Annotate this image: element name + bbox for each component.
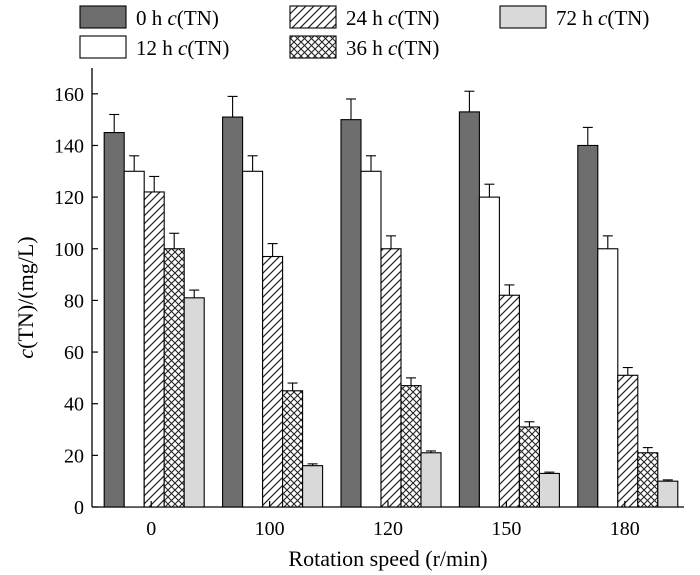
bar <box>262 255 284 508</box>
y-tick-label: 100 <box>54 239 84 261</box>
legend-swatch <box>79 5 127 29</box>
y-tick-label: 20 <box>64 445 84 467</box>
bar <box>222 116 244 508</box>
bar <box>123 170 145 508</box>
y-tick-label: 160 <box>54 84 84 106</box>
x-tick-label: 120 <box>373 518 403 540</box>
legend-entry-suffix: (TN) <box>177 6 219 30</box>
legend-entry-italic: c <box>388 36 398 60</box>
y-tick-label: 40 <box>64 394 84 416</box>
bar <box>657 480 679 508</box>
legend-entry-italic: c <box>168 6 178 30</box>
y-tick-label: 0 <box>74 497 84 519</box>
legend-entry: 36 h c(TN) <box>346 36 439 60</box>
legend-entry-suffix: (TN) <box>397 6 439 30</box>
bar <box>103 132 125 508</box>
legend-swatch <box>289 5 337 29</box>
x-tick-label: 100 <box>255 518 285 540</box>
legend-swatch <box>79 35 127 59</box>
x-tick-label: 150 <box>491 518 521 540</box>
bar <box>617 374 639 508</box>
legend-swatch <box>289 35 337 59</box>
bar <box>302 465 324 508</box>
legend-entry-prefix: 12 h <box>136 36 178 60</box>
bar <box>242 170 264 508</box>
bar <box>340 119 362 508</box>
legend-entry: 12 h c(TN) <box>136 36 229 60</box>
y-tick-label: 120 <box>54 187 84 209</box>
y-axis-label-italic: c <box>13 349 38 359</box>
bar <box>183 297 205 508</box>
bar <box>360 170 382 508</box>
legend-entry-prefix: 72 h <box>556 6 598 30</box>
bar <box>577 144 599 508</box>
legend: 0 h c(TN)12 h c(TN)24 h c(TN)36 h c(TN)7… <box>79 5 649 60</box>
legend-entry-italic: c <box>388 6 398 30</box>
y-tick-label: 80 <box>64 290 84 312</box>
legend-swatch <box>499 5 547 29</box>
bar <box>538 472 560 508</box>
bar <box>637 452 659 508</box>
x-tick-label: 0 <box>146 518 156 540</box>
bar <box>518 426 540 508</box>
bar <box>400 385 422 508</box>
bar <box>143 191 165 508</box>
legend-entry: 24 h c(TN) <box>346 6 439 30</box>
bar <box>498 294 520 508</box>
bar <box>163 248 185 508</box>
legend-entry-suffix: (TN) <box>607 6 649 30</box>
x-tick-label: 180 <box>610 518 640 540</box>
y-tick-label: 140 <box>54 135 84 157</box>
legend-entry: 72 h c(TN) <box>556 6 649 30</box>
legend-entry-prefix: 0 h <box>136 6 168 30</box>
legend-entry-suffix: (TN) <box>187 36 229 60</box>
bar <box>420 452 442 508</box>
legend-entry-italic: c <box>598 6 608 30</box>
legend-entry-suffix: (TN) <box>397 36 439 60</box>
bar <box>458 111 480 508</box>
legend-entry-italic: c <box>178 36 188 60</box>
legend-entry-prefix: 24 h <box>346 6 388 30</box>
y-axis-label-text: (TN)/(mg/L) <box>13 236 38 348</box>
bar <box>380 248 402 508</box>
legend-entry-prefix: 36 h <box>346 36 388 60</box>
x-axis-label: Rotation speed (r/min) <box>288 546 487 571</box>
bar <box>478 196 500 508</box>
legend-entry: 0 h c(TN) <box>136 6 219 30</box>
y-axis-label: c(TN)/(mg/L) <box>13 236 38 358</box>
bar <box>282 390 304 508</box>
y-tick-label: 60 <box>64 342 84 364</box>
plot-area: 0 20 40 60 80 100 120 140 160 c(TN)/(mg/L) 0 100 120… <box>13 68 684 571</box>
bar <box>597 248 619 508</box>
